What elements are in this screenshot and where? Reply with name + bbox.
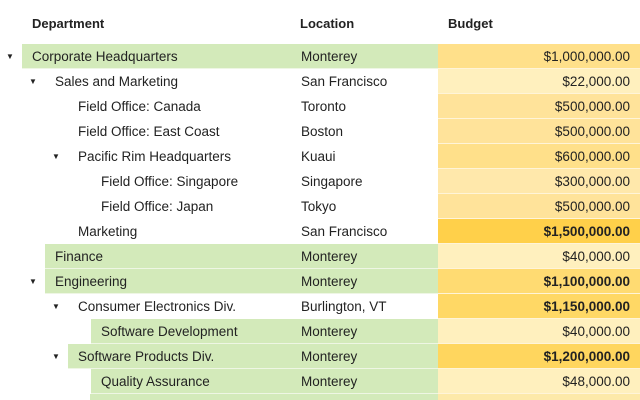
table-row[interactable]: Field Office: Singapore Singapore $300,000… [0,169,640,194]
budget-cell[interactable]: $40,000.00 [438,244,640,269]
caret-down-icon[interactable]: ▼ [29,277,37,286]
location-cell[interactable]: San Francisco [301,224,388,239]
table-row[interactable]: Software Development Monterey $40,000.00 [0,319,640,344]
budget-cell[interactable]: $600,000.00 [438,144,640,169]
budget-cell[interactable]: $1,100,000.00 [438,269,640,294]
location-cell[interactable]: Boston [301,124,344,139]
budget-cell[interactable]: $500,000.00 [438,194,640,219]
grid-body: ▼ Corporate Headquarters Monterey $1,000,00… [0,44,640,394]
caret-down-icon[interactable]: ▼ [52,352,60,361]
department-cell[interactable]: Software Products Div. [68,344,291,369]
department-cell[interactable]: Corporate Headquarters [22,44,291,69]
department-cell[interactable]: Field Office: Canada [78,99,201,114]
table-row[interactable]: ▼ Software Products Div. Monterey $1,200,00… [0,344,640,369]
column-header-location[interactable]: Location [300,16,355,31]
department-cell[interactable]: Finance [45,244,291,269]
department-cell[interactable]: Field Office: East Coast [78,124,220,139]
table-row[interactable]: ▼ Consumer Electronics Div. Burlington, VT… [0,294,640,319]
location-cell[interactable]: Kuaui [301,149,336,164]
location-cell[interactable]: Burlington, VT [301,299,387,314]
budget-cell[interactable]: $500,000.00 [438,119,640,144]
location-cell[interactable]: Monterey [291,269,438,294]
caret-down-icon[interactable]: ▼ [29,77,37,86]
department-cell[interactable]: Sales and Marketing [55,74,179,89]
table-row[interactable]: Marketing San Francisco $1,500,000.00 [0,219,640,244]
caret-down-icon[interactable]: ▼ [6,52,14,61]
table-row[interactable]: Field Office: East Coast Boston $500,000.0… [0,119,640,144]
table-row[interactable]: Field Office: Canada Toronto $500,000.00 [0,94,640,119]
budget-cell[interactable]: $500,000.00 [438,94,640,119]
caret-down-icon[interactable]: ▼ [52,302,60,311]
department-cell[interactable]: Field Office: Singapore [101,174,239,189]
table-row[interactable]: Finance Monterey $40,000.00 [0,244,640,269]
partial-row-budget [438,394,640,400]
partial-row [90,394,640,400]
budget-cell[interactable]: $1,200,000.00 [438,344,640,369]
table-row[interactable]: ▼ Engineering Monterey $1,100,000.00 [0,269,640,294]
department-cell[interactable]: Quality Assurance [91,369,291,394]
department-cell[interactable]: Software Development [91,319,291,344]
location-cell[interactable]: Monterey [291,344,438,369]
department-cell[interactable]: Marketing [78,224,138,239]
location-cell[interactable]: Toronto [301,99,347,114]
location-cell[interactable]: Monterey [291,319,438,344]
budget-cell[interactable]: $1,000,000.00 [438,44,640,69]
budget-cell[interactable]: $22,000.00 [438,69,640,94]
budget-cell[interactable]: $300,000.00 [438,169,640,194]
department-cell[interactable]: Engineering [45,269,291,294]
location-cell[interactable]: Monterey [291,244,438,269]
budget-cell[interactable]: $1,500,000.00 [438,219,640,244]
budget-cell[interactable]: $1,150,000.00 [438,294,640,319]
table-row[interactable]: ▼ Sales and Marketing San Francisco $22,000… [0,69,640,94]
budget-cell[interactable]: $48,000.00 [438,369,640,394]
table-row[interactable]: Field Office: Japan Tokyo $500,000.00 [0,194,640,219]
table-row[interactable]: Quality Assurance Monterey $48,000.00 [0,369,640,394]
location-cell[interactable]: Monterey [291,369,438,394]
location-cell[interactable]: Tokyo [301,199,337,214]
column-header-budget[interactable]: Budget [448,16,493,31]
budget-cell[interactable]: $40,000.00 [438,319,640,344]
department-cell[interactable]: Pacific Rim Headquarters [78,149,232,164]
department-cell[interactable]: Field Office: Japan [101,199,214,214]
header-row: Department Location Budget [0,0,640,44]
location-cell[interactable]: Monterey [291,44,438,69]
table-row[interactable]: ▼ Pacific Rim Headquarters Kuaui $600,000.0… [0,144,640,169]
location-cell[interactable]: Singapore [301,174,363,189]
caret-down-icon[interactable]: ▼ [52,152,60,161]
column-header-department[interactable]: Department [32,16,105,31]
location-cell[interactable]: San Francisco [301,74,388,89]
table-row[interactable]: ▼ Corporate Headquarters Monterey $1,000,00… [0,44,640,69]
department-cell[interactable]: Consumer Electronics Div. [78,299,237,314]
